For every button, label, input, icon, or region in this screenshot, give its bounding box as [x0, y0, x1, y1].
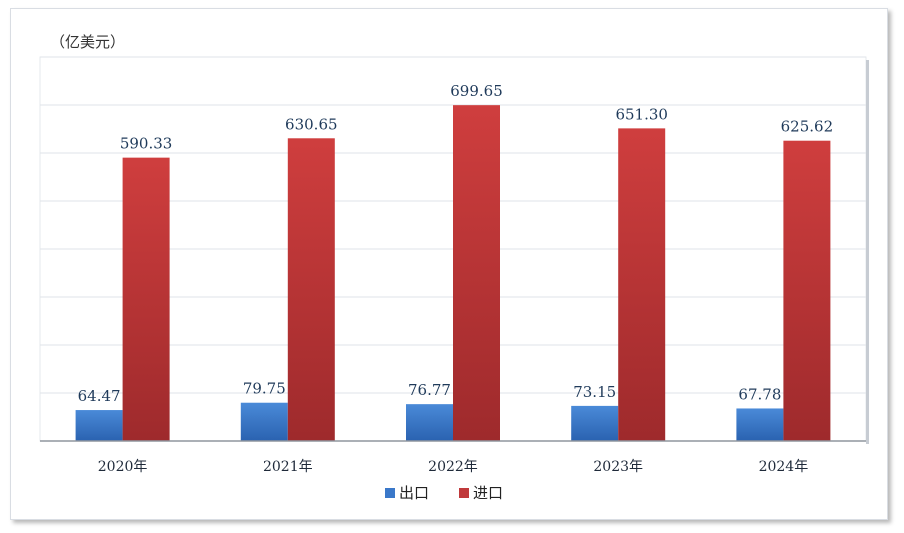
data-label-import-3: 651.30 — [615, 105, 668, 123]
x-tick-label-4: 2024年 — [759, 459, 809, 475]
bar-export-3 — [571, 405, 619, 441]
x-tick-label-3: 2023年 — [593, 459, 643, 475]
data-label-export-1: 79.75 — [243, 380, 286, 398]
data-label-export-4: 67.78 — [738, 385, 781, 403]
legend-swatch-import — [459, 488, 469, 498]
legend-label-import: 进口 — [473, 484, 503, 502]
data-label-import-2: 699.65 — [450, 82, 503, 100]
data-labels: 64.47 590.33 79.75 630.65 76.77 699.65 73.15 65… — [78, 82, 834, 405]
bar-export-1 — [240, 402, 288, 441]
bar-export-0 — [75, 410, 123, 441]
data-label-import-0: 590.33 — [120, 135, 173, 153]
x-tick-label-2: 2022年 — [428, 459, 478, 475]
x-tick-labels: 2020年 2021年 2022年 2023年 2024年 — [98, 459, 808, 475]
bar-import-3 — [618, 128, 666, 441]
bar-import-2 — [453, 105, 500, 441]
data-label-export-0: 64.47 — [78, 387, 121, 405]
bar-export-4 — [736, 408, 784, 441]
data-label-export-2: 76.77 — [408, 381, 451, 399]
data-label-import-4: 625.62 — [781, 118, 834, 136]
legend-swatch-export — [385, 488, 395, 498]
bar-import-0 — [122, 157, 170, 441]
legend: 出口 进口 — [385, 484, 503, 502]
bar-import-1 — [287, 138, 335, 441]
unit-label: （亿美元） — [50, 33, 125, 51]
data-label-export-3: 73.15 — [573, 383, 616, 401]
bar-export-2 — [406, 404, 453, 441]
plot-area-shadow — [866, 60, 869, 444]
data-label-import-1: 630.65 — [285, 115, 338, 133]
bar-import-4 — [783, 140, 831, 441]
bars — [75, 105, 831, 441]
legend-label-export: 出口 — [399, 484, 429, 502]
x-tick-label-0: 2020年 — [98, 459, 148, 475]
x-tick-label-1: 2021年 — [263, 459, 313, 475]
